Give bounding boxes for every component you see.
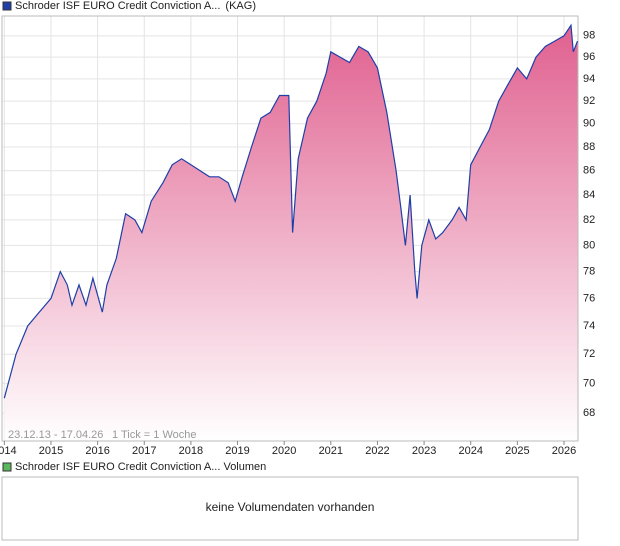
x-tick-label: 2024 bbox=[458, 445, 482, 457]
y-tick-label: 86 bbox=[583, 165, 595, 177]
y-tick-label: 74 bbox=[583, 320, 595, 332]
y-tick-label: 82 bbox=[583, 214, 595, 226]
x-tick-label: 2014 bbox=[0, 445, 17, 457]
y-tick-label: 76 bbox=[583, 292, 595, 304]
tick-note: 1 Tick = 1 Woche bbox=[112, 429, 196, 441]
x-tick-label: 2020 bbox=[272, 445, 296, 457]
volume-message: keine Volumendaten vorhanden bbox=[206, 500, 375, 514]
x-tick-label: 2016 bbox=[85, 445, 109, 457]
x-tick-label: 2015 bbox=[39, 445, 63, 457]
y-tick-label: 84 bbox=[583, 189, 595, 201]
area bbox=[4, 25, 578, 442]
y-tick-label: 72 bbox=[583, 348, 595, 360]
y-tick-label: 92 bbox=[583, 95, 595, 107]
y-tick-label: 70 bbox=[583, 377, 595, 389]
x-tick-label: 2023 bbox=[412, 445, 436, 457]
y-tick-label: 78 bbox=[583, 265, 595, 277]
plot-frame bbox=[1, 15, 579, 442]
x-tick-label: 2026 bbox=[552, 445, 576, 457]
legend-swatch bbox=[2, 462, 12, 472]
y-tick-label: 80 bbox=[583, 239, 595, 251]
y-tick-label: 90 bbox=[583, 118, 595, 130]
legend-label: Schroder ISF EURO Credit Conviction A... bbox=[15, 0, 220, 12]
x-tick-label: 2022 bbox=[365, 445, 389, 457]
period-note: 23.12.13 - 17.04.26 bbox=[8, 429, 103, 441]
line bbox=[3, 23, 579, 399]
volume-legend: Schroder ISF EURO Credit Conviction A...… bbox=[15, 461, 266, 473]
x-tick-label: 2021 bbox=[319, 445, 343, 457]
volume-frame bbox=[1, 476, 579, 541]
x-tick-label: 2018 bbox=[179, 445, 203, 457]
x-tick-label: 2017 bbox=[132, 445, 156, 457]
y-tick-label: 68 bbox=[583, 407, 595, 419]
y-tick-label: 88 bbox=[583, 141, 595, 153]
y-tick-label: 94 bbox=[583, 73, 595, 85]
x-tick-label: 2019 bbox=[225, 445, 249, 457]
x-tick-label: 2025 bbox=[505, 445, 529, 457]
y-tick-label: 98 bbox=[583, 30, 595, 42]
legend-tag: (KAG) bbox=[225, 0, 256, 12]
legend-swatch bbox=[2, 1, 12, 11]
y-tick-label: 96 bbox=[583, 51, 595, 63]
